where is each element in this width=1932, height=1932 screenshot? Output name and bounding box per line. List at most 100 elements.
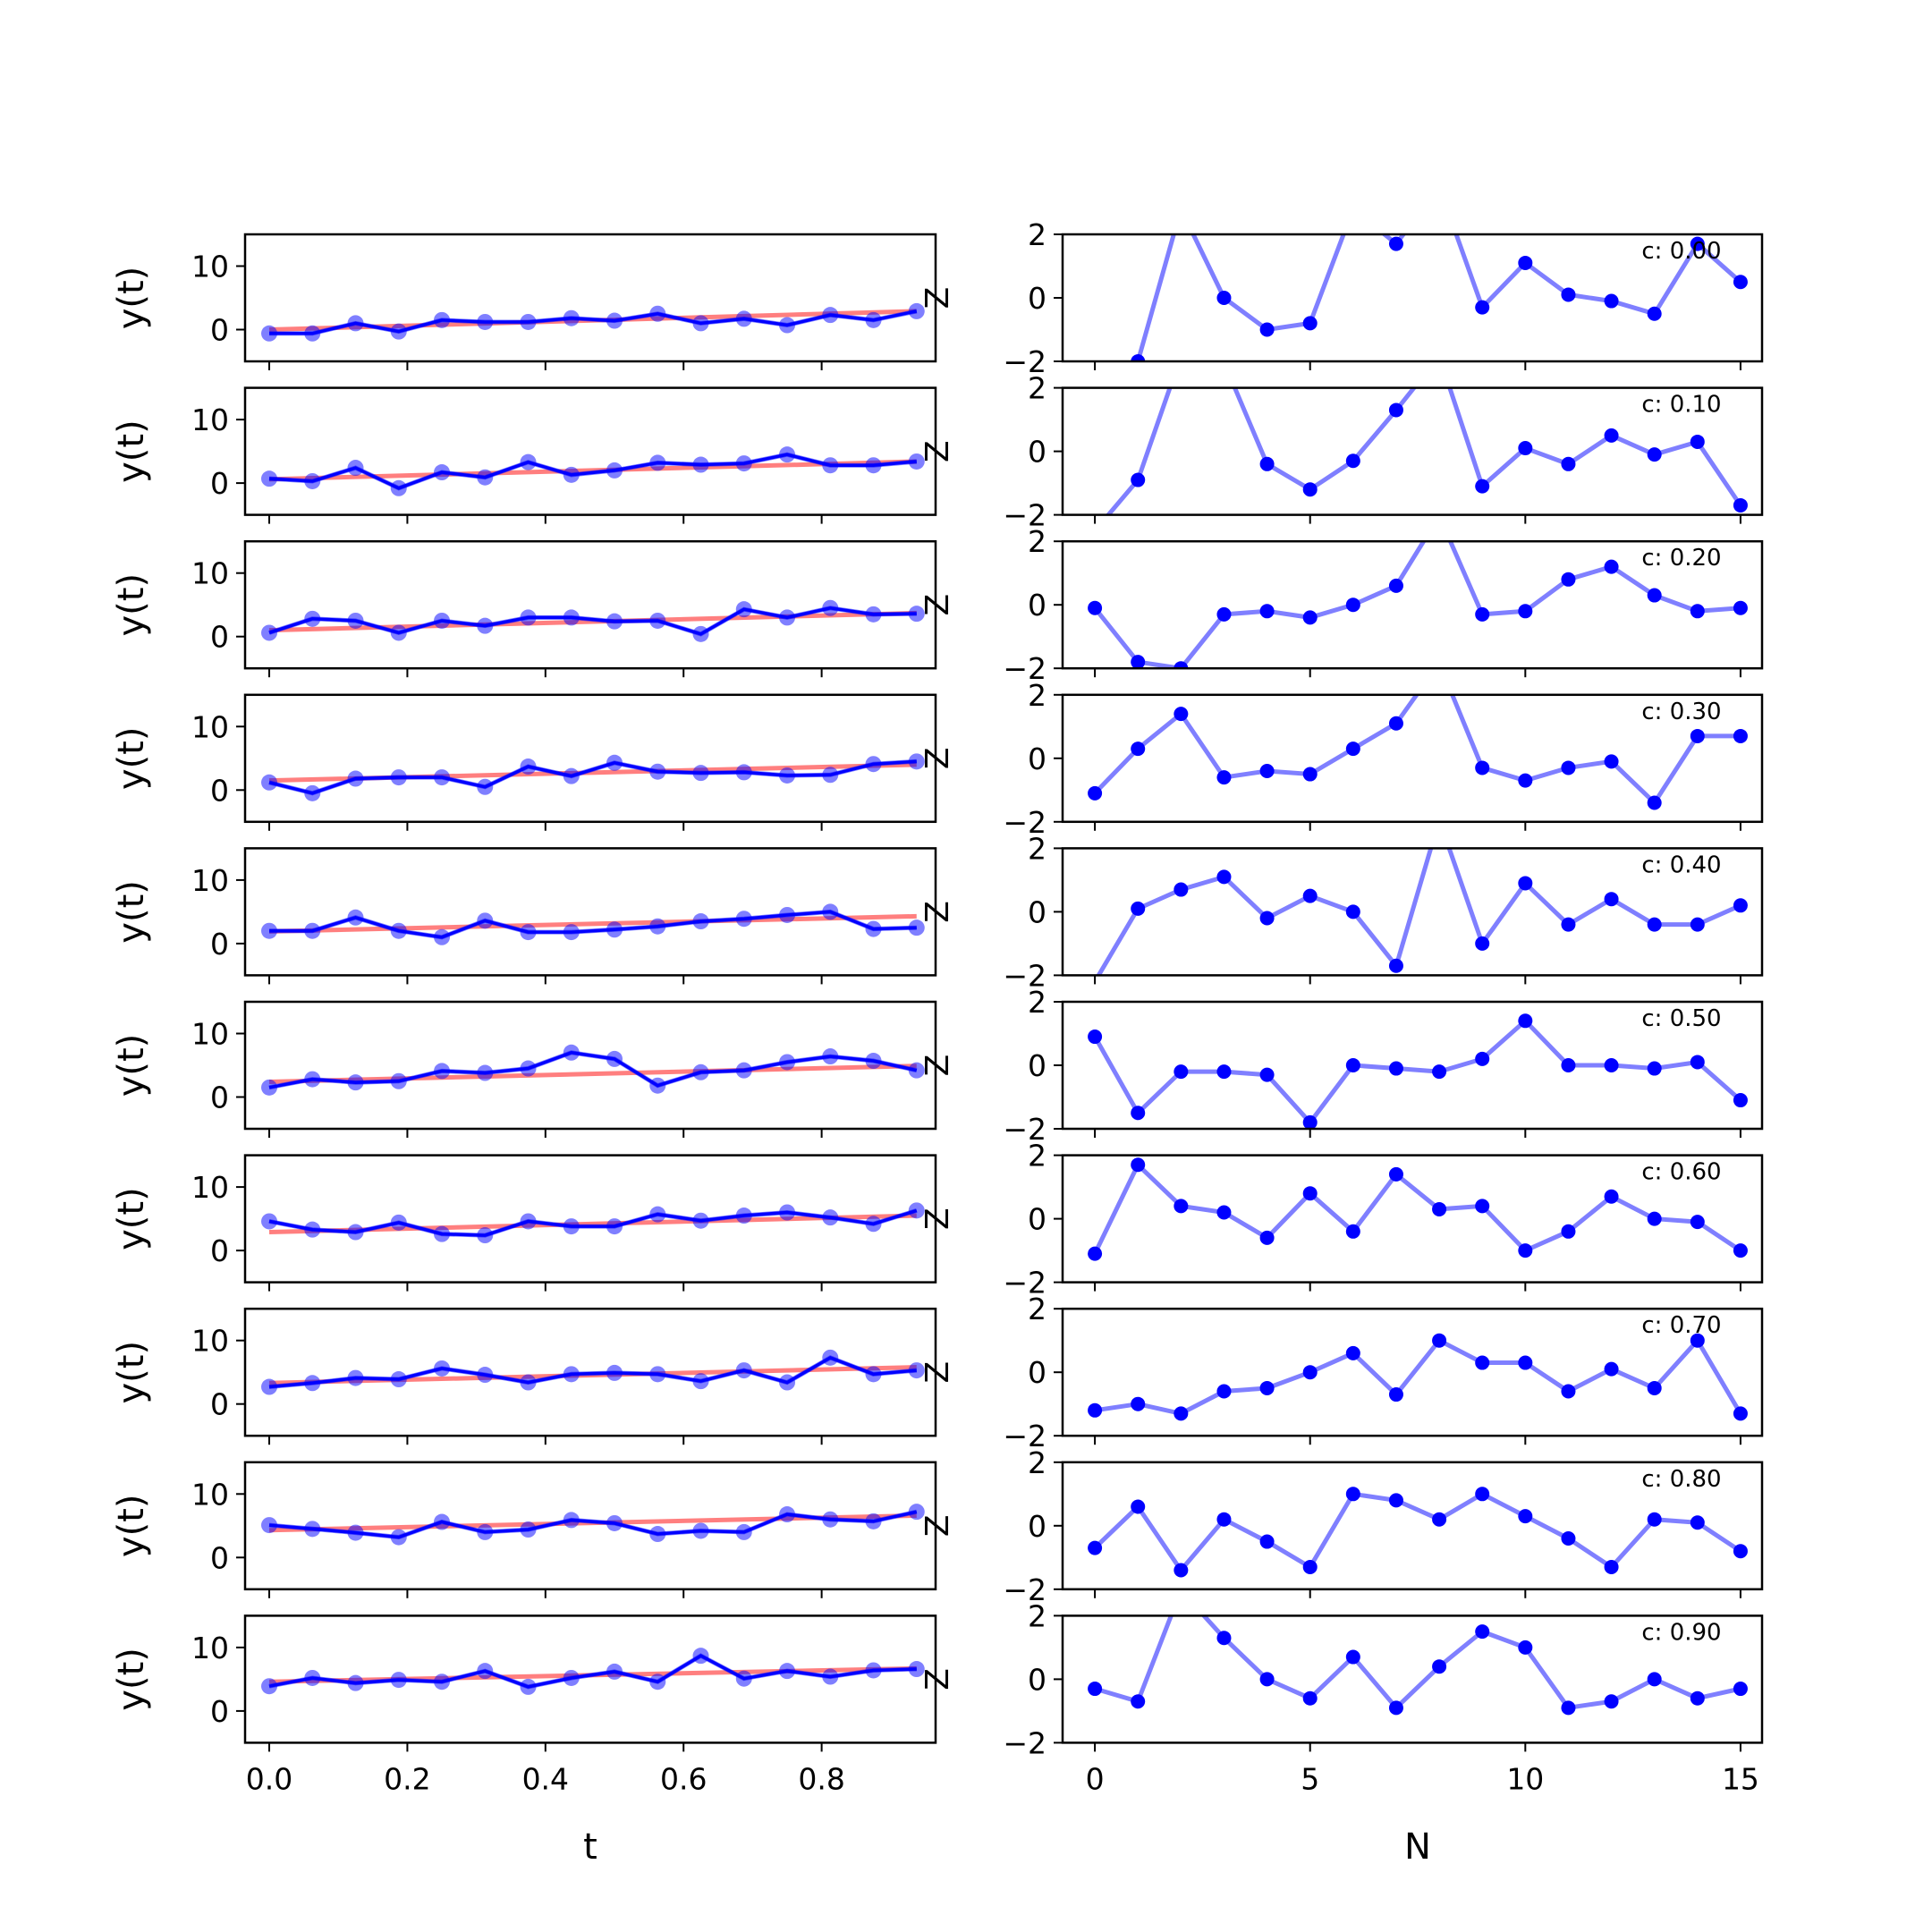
right-ytick-label: 0	[1028, 1355, 1046, 1390]
n-series-point	[1475, 300, 1490, 315]
right-ytick-label: −2	[1003, 651, 1046, 686]
n-series-point	[1302, 1690, 1318, 1706]
clipped-z-label: Z	[919, 594, 956, 616]
clipped-z-label: Z	[919, 1055, 956, 1077]
left-ytick-label: 10	[191, 1324, 229, 1359]
right-panel: −2 0 2 0 5 10 15 c: 0.90	[1003, 1598, 1764, 1796]
n-series-point	[1647, 1061, 1662, 1076]
n-series-point	[1475, 1355, 1490, 1370]
n-series-point	[1131, 354, 1146, 361]
left-panel: 0 10 y(t) Z	[111, 1307, 956, 1445]
left-axes-frame	[243, 1154, 937, 1284]
right-ytick-label: −2	[1003, 1266, 1046, 1301]
clipped-z-label: Z	[919, 1514, 956, 1537]
n-series-point	[1259, 1067, 1275, 1082]
n-series-point	[1604, 754, 1619, 769]
left-xtick-label: 0.8	[798, 1761, 844, 1796]
n-series-point	[1604, 1361, 1619, 1377]
n-series-point	[1259, 911, 1275, 926]
panel-c-label: c: 0.60	[1641, 1159, 1721, 1186]
n-series-point	[1518, 1509, 1533, 1524]
right-panel: −2 0 2 c: 0.00	[1003, 217, 1764, 379]
left-ytick-label: 0	[210, 620, 229, 655]
right-panel: −2 0 2 c: 0.30	[1003, 678, 1764, 840]
n-series-point	[1475, 936, 1490, 951]
n-series-point	[1518, 604, 1533, 619]
right-ytick-label: 2	[1028, 831, 1046, 866]
n-series-line	[1134, 234, 1742, 361]
n-series-point	[1432, 1512, 1447, 1527]
right-panel: −2 0 2 c: 0.70	[1003, 1292, 1764, 1453]
n-series-point	[1690, 728, 1705, 743]
clipped-z-label: Z	[919, 1361, 956, 1384]
right-ytick-label: 2	[1028, 371, 1046, 406]
n-series-point	[1475, 1624, 1490, 1640]
panel-row-9: 0 10 0.0 0.2 0.4 0.6 0.8 y(t) Z −2 0 2 0 5 10 15 c: 0.90	[111, 1598, 1764, 1796]
n-series-point	[1131, 1157, 1146, 1173]
observed-line	[268, 1510, 918, 1539]
left-panel: 0 10 y(t) Z	[111, 1154, 956, 1292]
left-ytick-label: 0	[210, 466, 229, 501]
panel-c-label: c: 0.40	[1641, 852, 1721, 878]
n-series-point	[1088, 600, 1103, 615]
right-ytick-label: 0	[1028, 588, 1046, 623]
panel-row-4: 0 10 y(t) Z −2 0 2 c: 0.40	[111, 831, 1764, 993]
n-series-point	[1733, 1093, 1748, 1108]
right-ytick-label: −2	[1003, 1112, 1046, 1147]
left-ytick-label: 10	[191, 1631, 229, 1665]
panel-c-label: c: 0.80	[1641, 1466, 1721, 1493]
right-ytick-label: 2	[1028, 1445, 1046, 1480]
n-series-point	[1518, 255, 1533, 270]
n-series-line	[1092, 1161, 1742, 1255]
left-plot-area	[261, 1504, 925, 1546]
right-ytick-label: −2	[1003, 498, 1046, 533]
n-series-point	[1216, 606, 1232, 622]
n-series-point	[1216, 291, 1232, 305]
n-series-point	[1388, 578, 1403, 593]
n-series-point	[1174, 661, 1189, 669]
n-series-point	[1475, 479, 1490, 494]
left-panel: 0 10 y(t) Z	[111, 847, 956, 985]
left-y-axis-label: y(t)	[111, 880, 152, 944]
panels-root: 0 10 y(t) Z −2 0 2 c: 0.00 0 10 y(t) Z −2 0 2 c: 0.10 0 1…	[111, 217, 1764, 1796]
n-series-point	[1259, 1534, 1275, 1549]
left-x-axis-label: t	[583, 1826, 597, 1868]
observed-line	[268, 1051, 918, 1089]
left-axes-frame	[243, 539, 937, 670]
n-series-point	[1733, 1243, 1748, 1258]
panel-c-label: c: 0.30	[1641, 699, 1721, 725]
n-series-point	[1604, 428, 1619, 443]
left-y-axis-label: y(t)	[111, 1341, 152, 1404]
n-series-point	[1345, 1487, 1360, 1502]
trend-line	[268, 913, 917, 934]
n-series-point	[1302, 316, 1318, 331]
left-ytick-label: 0	[210, 927, 229, 962]
left-axes-frame	[243, 1307, 937, 1437]
n-series-point	[1690, 1333, 1705, 1348]
right-plot-area	[1131, 234, 1748, 361]
left-y-axis-label: y(t)	[111, 727, 152, 791]
left-xtick-label: 0.6	[660, 1761, 707, 1796]
right-plot-area	[1088, 541, 1748, 669]
n-series-point	[1604, 1694, 1619, 1709]
right-ytick-label: −2	[1003, 344, 1046, 379]
n-series-point	[1475, 760, 1490, 775]
panel-row-5: 0 10 y(t) Z −2 0 2 c: 0.50	[111, 985, 1764, 1147]
right-ytick-label: 2	[1028, 1139, 1046, 1174]
left-ytick-label: 10	[191, 1017, 229, 1052]
n-series-point	[1131, 472, 1146, 487]
n-series-point	[1561, 1058, 1576, 1072]
left-plot-area	[261, 599, 925, 642]
right-panel: −2 0 2 c: 0.20	[1003, 524, 1764, 686]
n-series-point	[1733, 1682, 1748, 1697]
right-plot-area	[1088, 694, 1748, 810]
n-series-point	[1388, 236, 1403, 251]
left-ytick-label: 10	[191, 1477, 229, 1512]
right-plot-area	[1091, 848, 1748, 976]
n-series-point	[1174, 1199, 1189, 1214]
right-ytick-label: −2	[1003, 1419, 1046, 1453]
n-series-point	[1647, 1512, 1662, 1527]
right-ytick-label: 0	[1028, 894, 1046, 929]
observed-line	[268, 1654, 917, 1689]
observed-line	[268, 606, 917, 636]
